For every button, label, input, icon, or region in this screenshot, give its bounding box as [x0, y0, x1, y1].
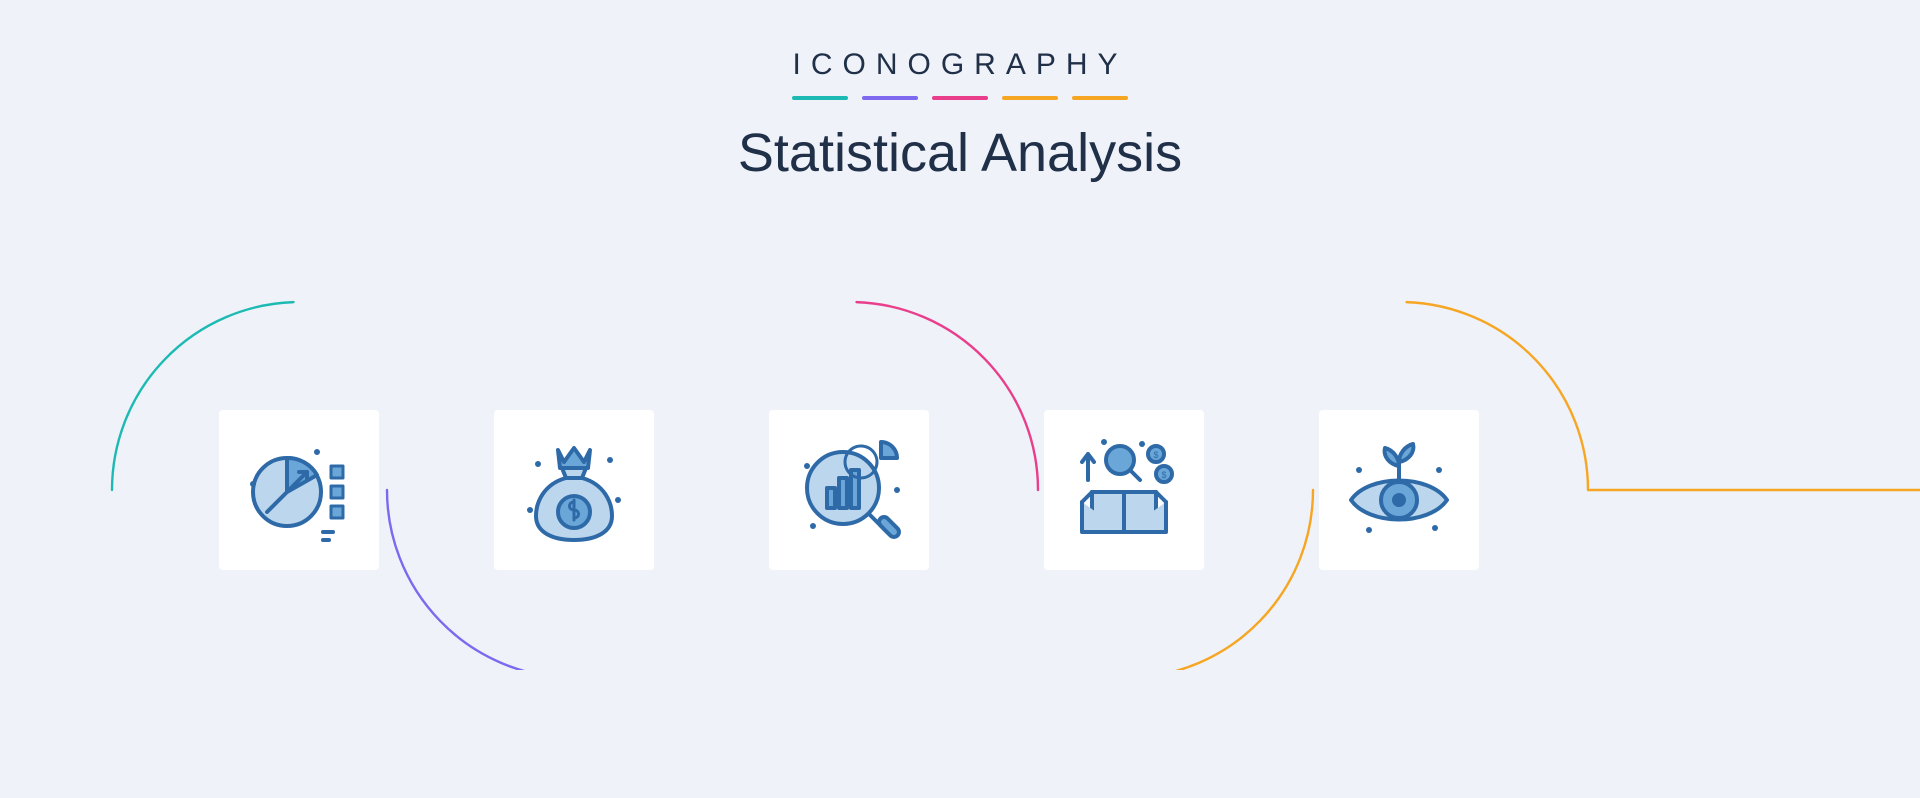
icon-tile-data-magnify: [769, 410, 929, 570]
dash-1: [792, 96, 848, 100]
data-magnify-icon: [789, 430, 909, 550]
box-research-icon: $ $: [1064, 430, 1184, 550]
brand-text: ICONOGRAPHY: [0, 48, 1920, 82]
icon-tile-money-bag: [494, 410, 654, 570]
dash-4: [1002, 96, 1058, 100]
dash-2: [862, 96, 918, 100]
icon-tile-vision-growth: [1319, 410, 1479, 570]
icon-tile-box-research: $ $: [1044, 410, 1204, 570]
vision-growth-icon: [1339, 430, 1459, 550]
page-title: Statistical Analysis: [0, 122, 1920, 184]
dash-3: [932, 96, 988, 100]
icon-tile-pie-chart: [219, 410, 379, 570]
svg-text:$: $: [1153, 450, 1158, 460]
header: ICONOGRAPHY Statistical Analysis: [0, 0, 1920, 184]
money-bag-icon: [514, 430, 634, 550]
brand-underline: [0, 96, 1920, 100]
pie-chart-analysis-icon: [239, 430, 359, 550]
svg-text:$: $: [1161, 470, 1166, 480]
dash-5: [1072, 96, 1128, 100]
icon-row: $ $: [0, 240, 1920, 670]
